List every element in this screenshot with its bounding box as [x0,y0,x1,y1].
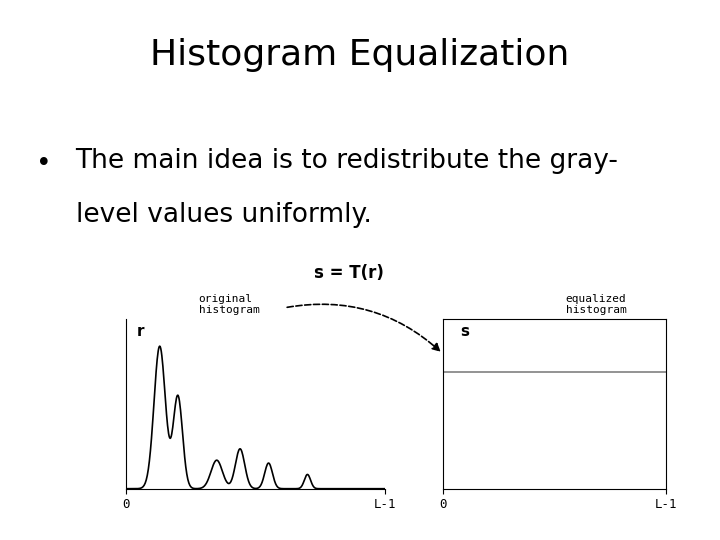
Text: r: r [136,323,144,339]
Text: s: s [461,323,469,339]
Text: The main idea is to redistribute the gray-: The main idea is to redistribute the gra… [76,148,618,174]
Text: •: • [36,151,52,177]
Text: Histogram Equalization: Histogram Equalization [150,38,570,72]
Text: equalized
histogram: equalized histogram [566,294,626,315]
Text: s = T(r): s = T(r) [314,264,384,282]
Text: original
histogram: original histogram [199,294,259,315]
Text: level values uniformly.: level values uniformly. [76,202,372,228]
